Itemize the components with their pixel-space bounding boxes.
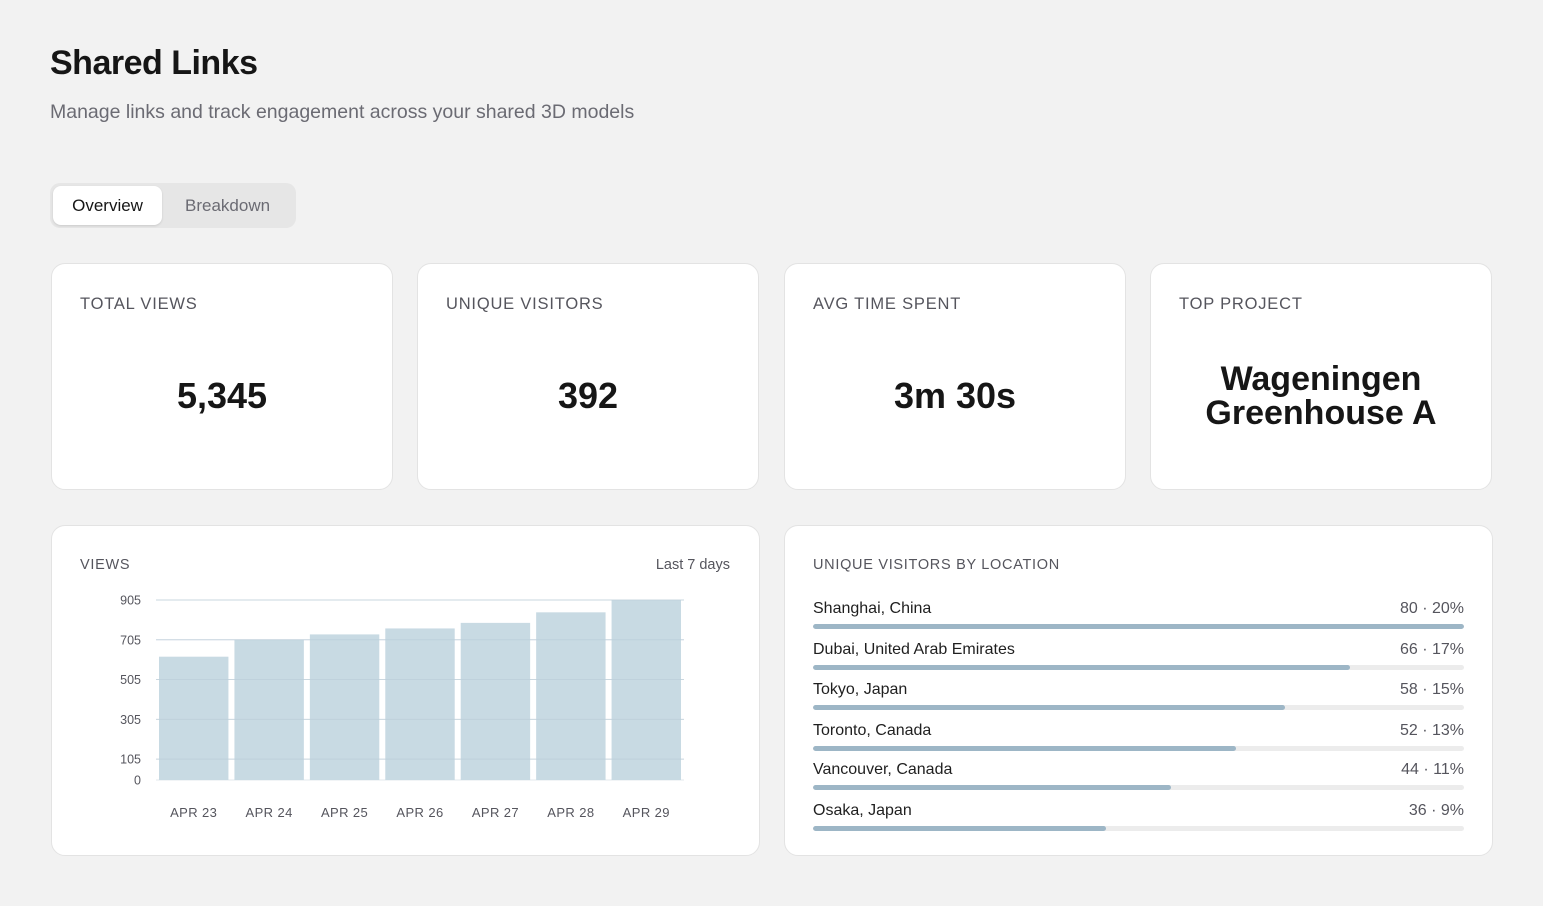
bar-apr-26[interactable]: [385, 628, 455, 780]
total-views-value: 5,345: [176, 375, 268, 416]
y-tick-label: 305: [120, 713, 141, 727]
location-count: 44 · 11%: [1401, 761, 1464, 778]
location-bar-fill: [813, 665, 1351, 670]
y-tick-label: 905: [120, 594, 141, 608]
bar-apr-24[interactable]: [234, 639, 304, 780]
x-tick-label: APR 23: [170, 805, 217, 820]
avg-time-value: 3m 30s: [893, 375, 1017, 416]
views-chart-card: VIEWS Last 7 days 0 105 305 505 705 905 APR 23…: [51, 525, 760, 856]
bar-apr-28[interactable]: [536, 612, 606, 780]
page-title: Shared Links: [50, 44, 258, 82]
location-name: Osaka, Japan: [813, 802, 912, 819]
total-views-label: TOTAL VIEWS: [80, 295, 198, 313]
bar-apr-23[interactable]: [159, 656, 229, 780]
location-bar-track: [813, 746, 1464, 751]
x-tick-label: APR 25: [321, 805, 368, 820]
location-bar-track: [813, 665, 1464, 670]
location-bar-fill: [813, 826, 1106, 831]
location-count: 36 · 9%: [1408, 802, 1464, 819]
avg-time-card: AVG TIME SPENT 3m 30s: [784, 263, 1126, 490]
views-section-title: VIEWS: [80, 557, 131, 573]
x-tick-label: APR 24: [246, 805, 293, 820]
bar-apr-25[interactable]: [309, 634, 380, 780]
location-bar-track: [813, 785, 1464, 790]
total-views-card: TOTAL VIEWS 5,345: [51, 263, 393, 490]
x-tick-label: APR 27: [472, 805, 519, 820]
y-tick-label: 705: [120, 633, 141, 647]
views-range-label: Last 7 days: [655, 557, 730, 573]
location-bar-track: [813, 705, 1464, 710]
x-tick-label: APR 26: [396, 805, 443, 820]
unique-visitors-card: UNIQUE VISITORS 392: [417, 263, 759, 490]
location-bar-fill: [813, 624, 1464, 629]
view-tabs: Overview Breakdown: [50, 183, 296, 228]
avg-time-label: AVG TIME SPENT: [813, 295, 962, 313]
location-name: Vancouver, Canada: [813, 761, 953, 778]
top-project-label: TOP PROJECT: [1179, 295, 1303, 313]
y-tick-label: 0: [134, 774, 141, 788]
tab-breakdown[interactable]: Breakdown: [185, 195, 271, 215]
unique-visitors-label: UNIQUE VISITORS: [446, 295, 604, 313]
location-count: 52 · 13%: [1399, 722, 1464, 739]
location-bar-track: [813, 826, 1464, 831]
locations-section-title: UNIQUE VISITORS BY LOCATION: [813, 557, 1060, 573]
page-subtitle: Manage links and track engagement across…: [50, 101, 635, 123]
x-tick-label: APR 29: [623, 805, 670, 820]
location-name: Shanghai, China: [813, 600, 932, 617]
location-count: 80 · 20%: [1399, 600, 1464, 617]
unique-visitors-value: 392: [557, 375, 619, 416]
y-tick-label: 105: [120, 753, 141, 767]
location-count: 58 · 15%: [1399, 681, 1464, 698]
views-bar-chart: 0 105 305 505 705 905 APR 23 APR 24 APR 25 APR 26…: [120, 594, 684, 820]
location-count: 66 · 17%: [1399, 641, 1464, 658]
tab-overview[interactable]: Overview: [53, 186, 163, 225]
y-tick-label: 505: [120, 673, 141, 687]
location-bar-track: [813, 624, 1464, 629]
location-bar-fill: [813, 705, 1285, 710]
location-name: Dubai, United Arab Emirates: [813, 641, 1015, 658]
bar-apr-29[interactable]: [611, 600, 681, 780]
top-project-card: TOP PROJECT Wageningen Greenhouse A: [1150, 263, 1492, 490]
x-tick-label: APR 28: [547, 805, 594, 820]
location-name: Tokyo, Japan: [813, 681, 908, 698]
top-project-value: Wageningen Greenhouse A: [1205, 360, 1437, 432]
location-name: Toronto, Canada: [813, 722, 932, 739]
location-bar-fill: [813, 785, 1172, 790]
location-bar-fill: [813, 746, 1237, 751]
bar-apr-27[interactable]: [460, 622, 531, 780]
locations-card: UNIQUE VISITORS BY LOCATION Shanghai, Ch…: [784, 525, 1493, 856]
